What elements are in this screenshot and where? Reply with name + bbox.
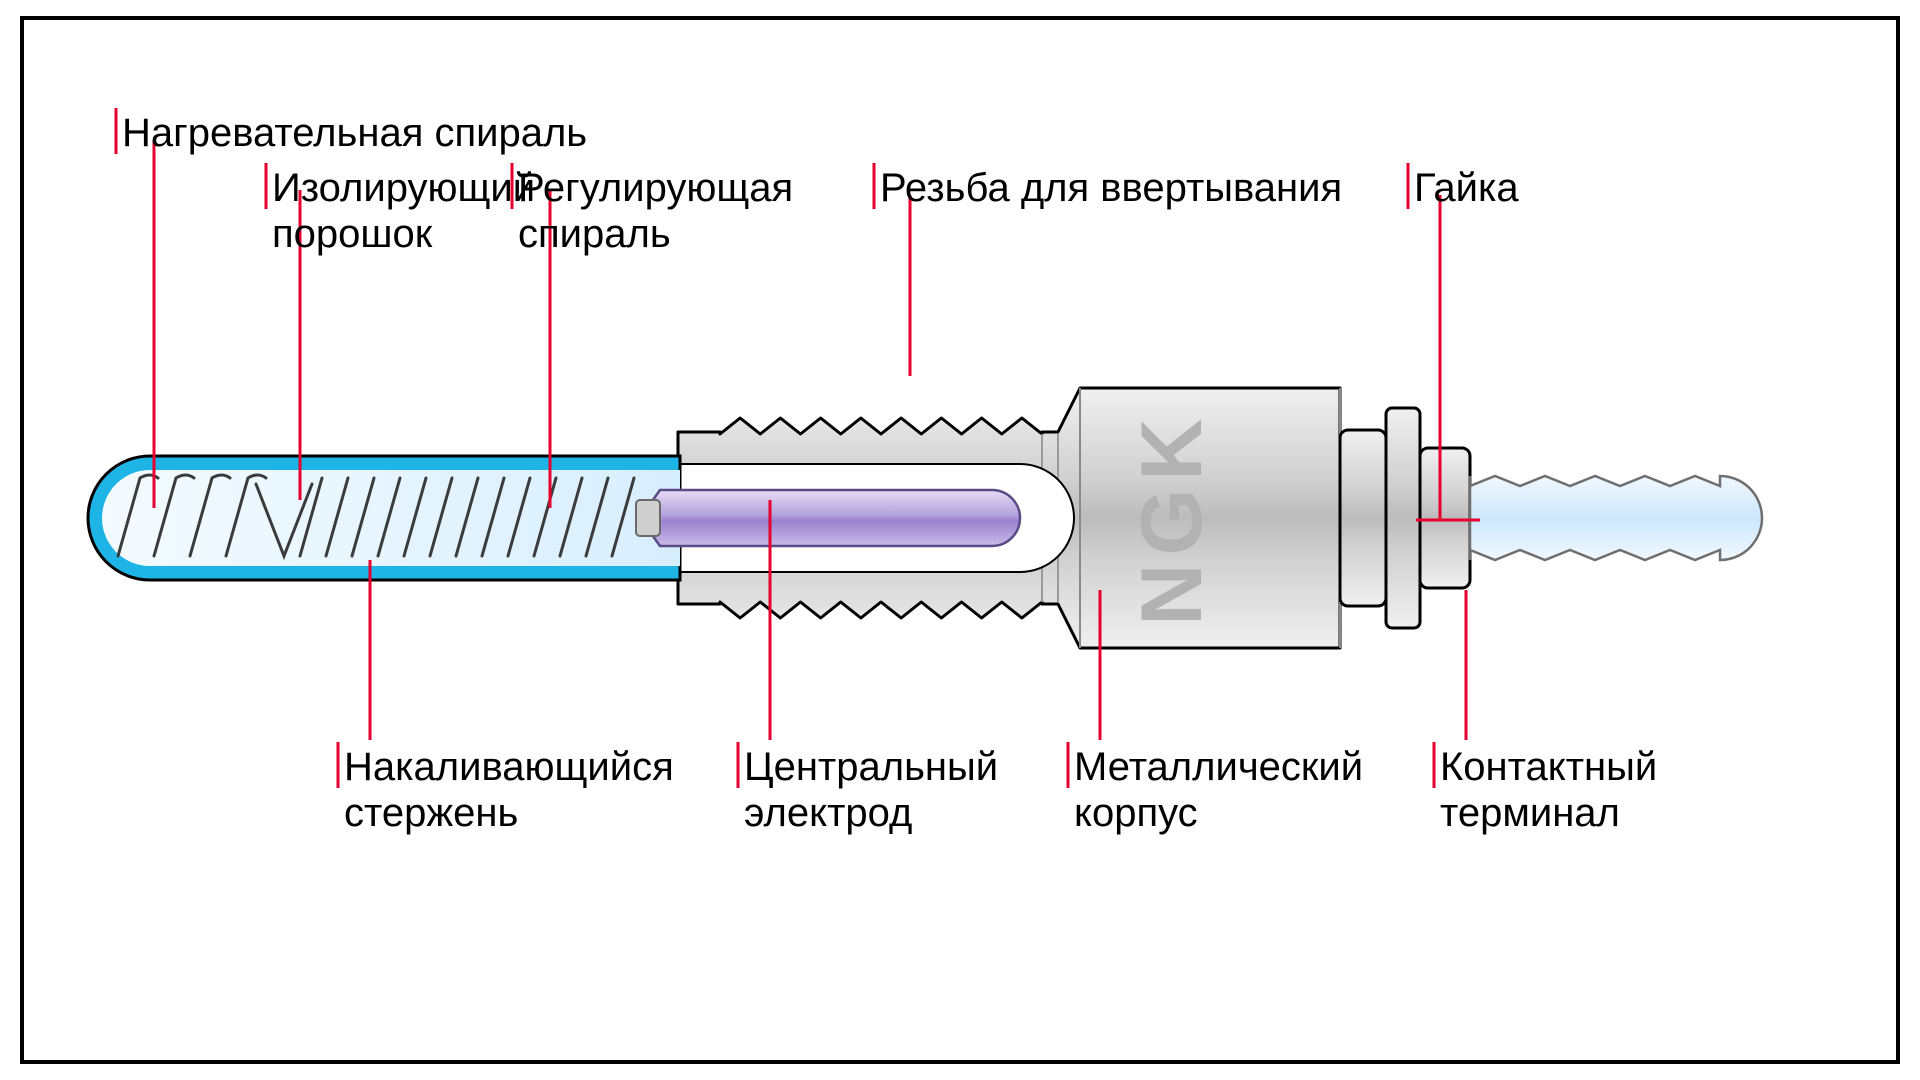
label-nut: Гайка xyxy=(1414,165,1519,211)
label-thread: Резьба для ввертывания xyxy=(880,165,1342,211)
label-center-electrode: Центральный электрод xyxy=(744,744,998,836)
label-insulating-powder: Изолирующий порошок xyxy=(272,165,535,257)
label-glow-rod: Накаливающийся стержень xyxy=(344,744,674,836)
label-contact-terminal: Контактный терминал xyxy=(1440,744,1657,836)
label-metal-body: Металлический корпус xyxy=(1074,744,1363,836)
label-heating-spiral: Нагревательная спираль xyxy=(122,110,587,156)
label-regulating-spiral: Регулирующая спираль xyxy=(518,165,793,257)
